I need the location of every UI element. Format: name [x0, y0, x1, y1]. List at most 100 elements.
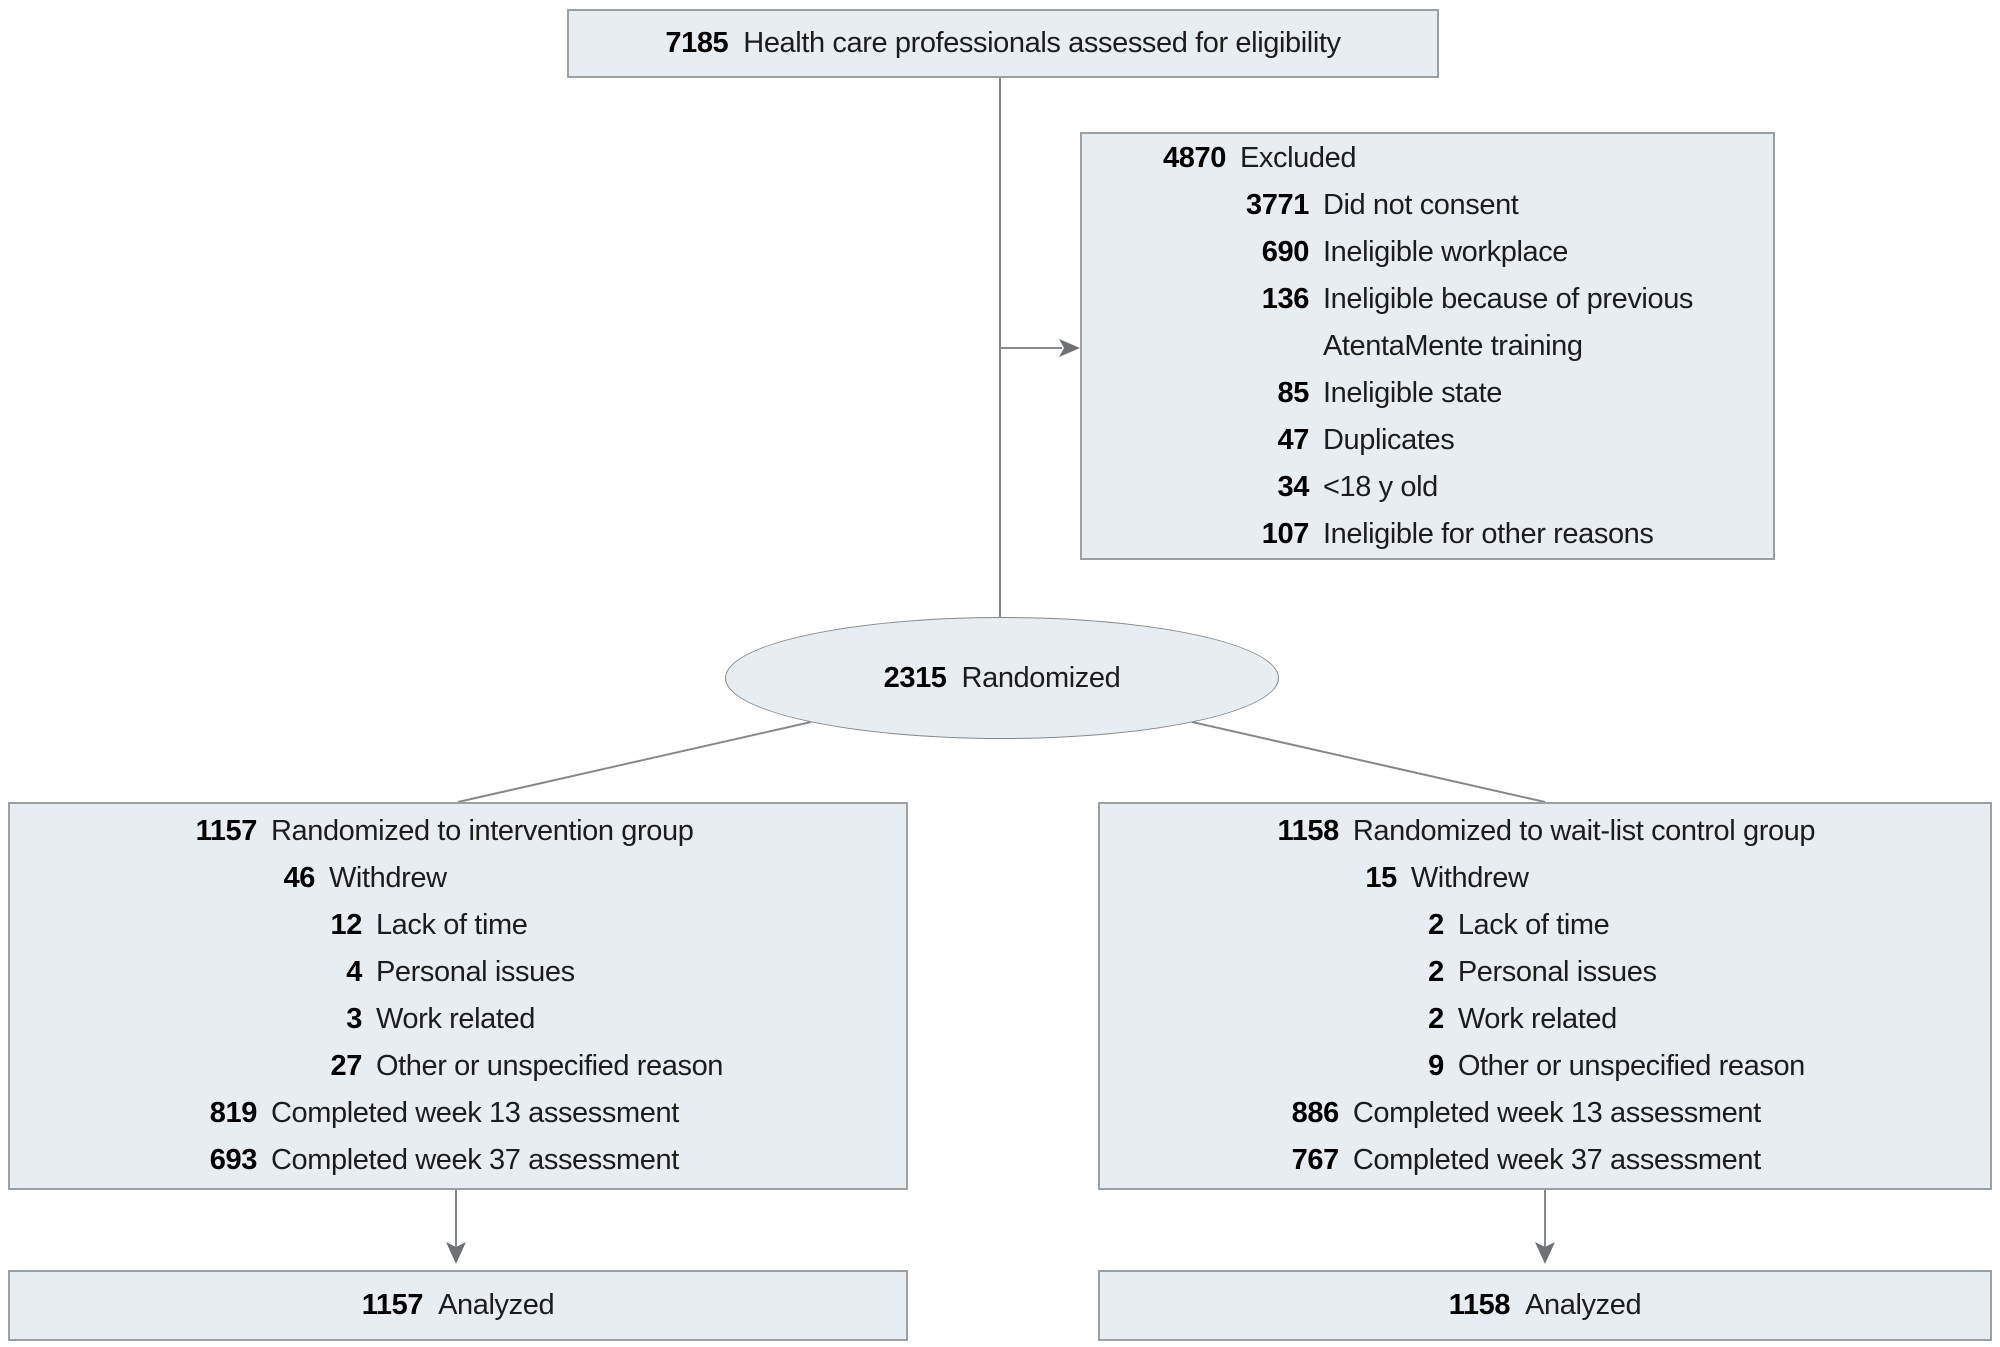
count-value: 690 — [1261, 235, 1310, 268]
flow-row: 2 Work related — [1275, 996, 1815, 1043]
randomized-row: 2315 Randomized — [884, 662, 1121, 695]
count-value: 4870 — [1163, 141, 1226, 174]
row-label: Did not consent — [1322, 188, 1519, 221]
flow-row: 693 Completed week 37 assessment — [193, 1137, 723, 1184]
row-label: Completed week 13 assessment — [1352, 1097, 1761, 1129]
line-ellipse-to-intervention — [457, 721, 812, 803]
row-label: Ineligible for other reasons — [1322, 517, 1654, 550]
row-label: Completed week 13 assessment — [270, 1097, 679, 1129]
arrowhead-analyzed-intervention — [446, 1242, 466, 1264]
flow-row: 34 <18 y old — [1162, 464, 1693, 511]
assessed-for-eligibility-box: 7185 Health care professionals assessed … — [567, 9, 1439, 78]
intervention-group-box: 1157 Randomized to intervention group 46 Wi… — [8, 802, 908, 1190]
row-label: Withdrew — [1410, 862, 1529, 894]
flow-row: 9 Other or unspecified reason — [1275, 1043, 1815, 1090]
line-ellipse-to-control — [1191, 721, 1546, 803]
row-label: Personal issues — [375, 956, 575, 988]
count-value: 12 — [330, 909, 362, 941]
flow-row: 4 Personal issues — [193, 949, 723, 996]
analyzed-intervention-row: 1157 Analyzed — [361, 1289, 555, 1322]
count-value: 46 — [283, 862, 315, 894]
flow-row: 886 Completed week 13 assessment — [1275, 1090, 1815, 1137]
flow-row: 15 Withdrew — [1275, 855, 1815, 902]
analyzed-control-box: 1158 Analyzed — [1098, 1270, 1992, 1341]
analyzed-control-row: 1158 Analyzed — [1448, 1289, 1642, 1322]
row-label: Duplicates — [1322, 423, 1455, 456]
count-value: 819 — [209, 1097, 258, 1129]
assessed-row: 7185 Health care professionals assessed … — [665, 27, 1341, 60]
flow-row: 1157 Randomized to intervention group — [193, 808, 723, 855]
row-label: Other or unspecified reason — [1457, 1050, 1805, 1082]
count-value: 1157 — [195, 815, 258, 847]
row-label: Ineligible because of previous AtentaMen… — [1322, 282, 1694, 362]
count-value: 9 — [1428, 1050, 1444, 1082]
assessed-count: 7185 — [665, 27, 729, 59]
row-label: Work related — [375, 1003, 536, 1035]
count-value: 693 — [209, 1144, 258, 1176]
count-value: 47 — [1277, 423, 1309, 456]
row-label: Work related — [1457, 1003, 1617, 1035]
row-label: Other or unspecified reason — [375, 1050, 724, 1082]
row-label: Lack of time — [375, 909, 528, 941]
flow-row: 3 Work related — [193, 996, 723, 1043]
row-label: <18 y old — [1322, 470, 1438, 503]
count-value: 2 — [1428, 1003, 1444, 1035]
row-label: Ineligible workplace — [1322, 235, 1569, 268]
randomized-count: 2315 — [883, 661, 947, 694]
flow-row: 47 Duplicates — [1162, 417, 1693, 464]
row-label: Personal issues — [1457, 956, 1657, 988]
flow-row: 12 Lack of time — [193, 902, 723, 949]
flow-row: 2 Lack of time — [1275, 902, 1815, 949]
flow-row: 4870 Excluded — [1162, 135, 1693, 182]
row-label: Withdrew — [328, 862, 447, 894]
count-value: 2 — [1428, 956, 1444, 988]
row-label: Randomized to intervention group — [270, 815, 694, 847]
control-rows: 1158 Randomized to wait-list control grou… — [1275, 808, 1816, 1184]
randomized-label: Randomized — [961, 661, 1121, 694]
flow-row: 46 Withdrew — [193, 855, 723, 902]
flow-row: 2 Personal issues — [1275, 949, 1815, 996]
flow-row: 27 Other or unspecified reason — [193, 1043, 723, 1090]
flow-row: 3771 Did not consent — [1162, 182, 1693, 229]
count-value: 85 — [1277, 376, 1309, 409]
flow-row: 1158 Randomized to wait-list control grou… — [1275, 808, 1816, 855]
row-label: Completed week 37 assessment — [1352, 1144, 1761, 1176]
count-value: 767 — [1291, 1144, 1340, 1176]
row-label: Excluded — [1239, 141, 1357, 174]
analyzed-control-label: Analyzed — [1525, 1289, 1642, 1321]
count-value: 107 — [1261, 517, 1310, 550]
arrowhead-analyzed-control — [1535, 1242, 1555, 1264]
count-value: 1158 — [1277, 815, 1340, 847]
row-label: Lack of time — [1457, 909, 1610, 941]
intervention-rows: 1157 Randomized to intervention group 46 Wi… — [193, 808, 724, 1184]
count-value: 136 — [1261, 282, 1310, 315]
flow-row: 690 Ineligible workplace — [1162, 229, 1693, 276]
flow-row: 107 Ineligible for other reasons — [1162, 511, 1693, 558]
count-value: 4 — [346, 956, 362, 988]
count-value: 15 — [1365, 862, 1397, 894]
row-label: Ineligible state — [1322, 376, 1502, 409]
randomized-ellipse: 2315 Randomized — [725, 617, 1279, 739]
count-value: 34 — [1277, 470, 1309, 503]
flow-row: 819 Completed week 13 assessment — [193, 1090, 723, 1137]
count-value: 3771 — [1246, 188, 1309, 221]
count-value: 886 — [1291, 1097, 1340, 1129]
flow-row: 767 Completed week 37 assessment — [1275, 1137, 1815, 1184]
count-value: 2 — [1428, 909, 1444, 941]
analyzed-intervention-label: Analyzed — [438, 1289, 555, 1321]
control-group-box: 1158 Randomized to wait-list control grou… — [1098, 802, 1992, 1190]
analyzed-intervention-count: 1157 — [361, 1289, 424, 1321]
excluded-box: 4870 Excluded 3771 Did not consent 690 Inelig… — [1080, 132, 1775, 560]
row-label: Randomized to wait-list control group — [1352, 815, 1816, 847]
excluded-rows: 4870 Excluded 3771 Did not consent 690 Inelig… — [1162, 135, 1693, 558]
analyzed-control-count: 1158 — [1448, 1289, 1511, 1321]
flow-row: 136 Ineligible because of previous Atenta… — [1162, 276, 1694, 370]
arrowhead-excluded — [1059, 339, 1080, 357]
flow-row: 85 Ineligible state — [1162, 370, 1693, 417]
assessed-label: Health care professionals assessed for e… — [743, 27, 1341, 59]
row-label: Completed week 37 assessment — [270, 1144, 679, 1176]
count-value: 3 — [346, 1003, 362, 1035]
count-value: 27 — [330, 1050, 362, 1082]
